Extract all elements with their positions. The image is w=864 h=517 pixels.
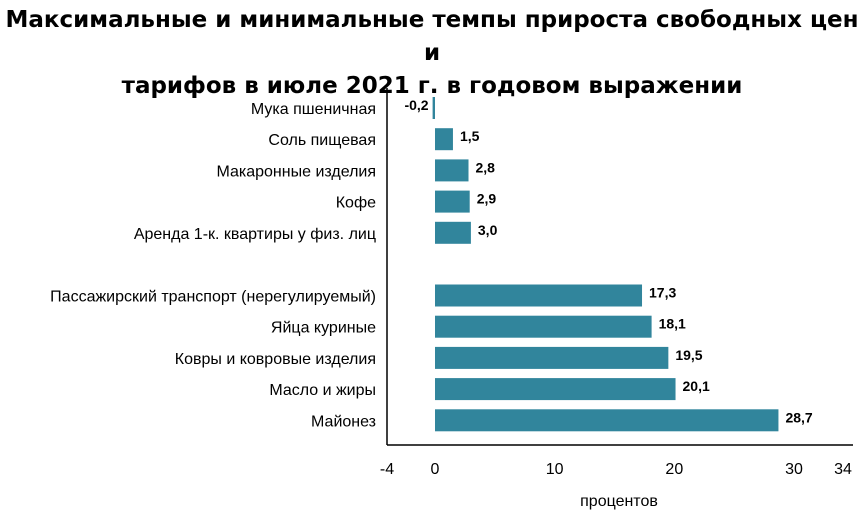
x-tick-label: 0 bbox=[431, 461, 440, 478]
category-label: Кофе bbox=[336, 195, 376, 212]
data-label: 2,8 bbox=[476, 159, 496, 175]
category-label: Яйца куриные bbox=[271, 320, 376, 337]
bars-layer bbox=[432, 97, 779, 432]
data-label: 3,0 bbox=[478, 222, 498, 238]
data-label: 18,1 bbox=[659, 316, 686, 332]
data-label: 2,9 bbox=[477, 191, 497, 207]
bar bbox=[435, 378, 676, 401]
category-label: Макаронные изделия bbox=[216, 163, 376, 180]
bar bbox=[432, 97, 435, 119]
category-label: Аренда 1-к. квартиры у физ. лиц bbox=[134, 226, 376, 243]
x-tick-label: -4 bbox=[380, 461, 394, 478]
chart-title-line-1: Максимальные и минимальные темпы прирост… bbox=[5, 7, 859, 66]
data-label: 20,1 bbox=[683, 378, 710, 394]
data-label: 17,3 bbox=[649, 285, 676, 301]
data-label: 19,5 bbox=[675, 347, 702, 363]
category-label: Майонез bbox=[311, 413, 376, 430]
x-tick-label: 34 bbox=[834, 461, 852, 478]
bar bbox=[435, 284, 643, 307]
chart-title-line-2: тарифов в июле 2021 г. в годовом выражен… bbox=[121, 73, 743, 99]
x-tick-label: 10 bbox=[546, 461, 564, 478]
category-label: Ковры и ковровые изделия bbox=[175, 351, 376, 368]
axes-layer: Мука пшеничная -0,2 Соль пищевая 1,5 Макарон… bbox=[50, 88, 853, 478]
bar bbox=[435, 128, 453, 151]
data-label: 1,5 bbox=[460, 128, 480, 144]
bar bbox=[435, 315, 652, 338]
data-label: -0,2 bbox=[404, 97, 428, 113]
x-tick-label: 30 bbox=[785, 461, 803, 478]
category-label: Пассажирский транспорт (нерегулируемый) bbox=[50, 289, 376, 306]
x-axis-label: процентов bbox=[580, 493, 658, 510]
category-label: Масло и жиры bbox=[269, 382, 376, 399]
category-label: Соль пищевая bbox=[268, 132, 376, 149]
data-label: 28,7 bbox=[785, 409, 812, 425]
chart-title: Максимальные и минимальные темпы прирост… bbox=[0, 4, 864, 103]
category-label: Мука пшеничная bbox=[251, 101, 376, 118]
bar bbox=[435, 221, 471, 244]
bar bbox=[435, 409, 779, 432]
bar bbox=[435, 159, 469, 182]
x-tick-label: 20 bbox=[665, 461, 683, 478]
bar bbox=[435, 190, 470, 213]
bar bbox=[435, 346, 669, 369]
